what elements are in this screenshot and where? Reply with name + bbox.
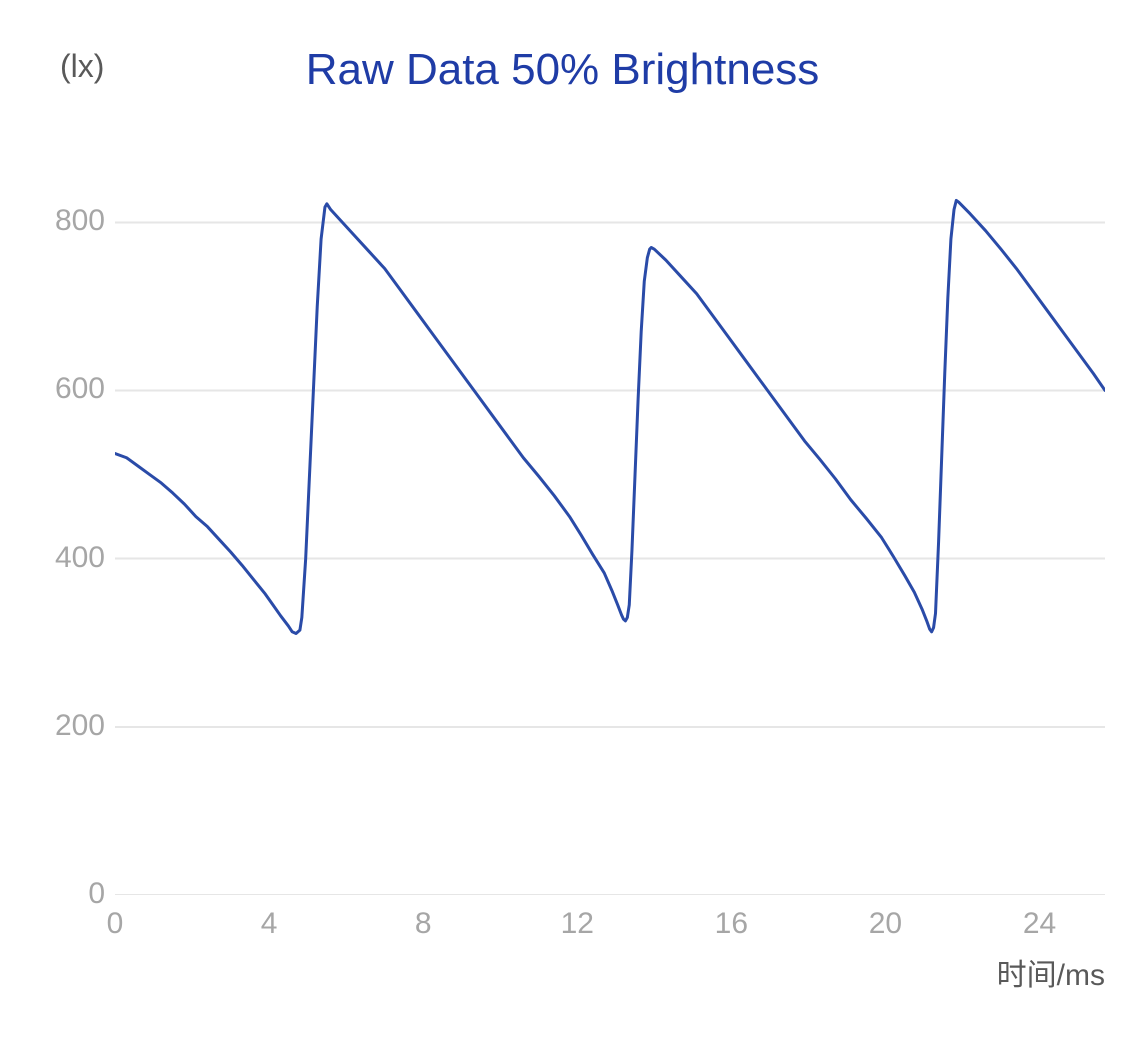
- x-axis-label: 时间/ms: [885, 950, 1105, 994]
- x-tick-label: 8: [415, 907, 432, 941]
- x-tick-label: 24: [1023, 907, 1056, 941]
- x-tick-label: 0: [107, 907, 124, 941]
- x-tick-label: 12: [561, 907, 594, 941]
- y-tick-label: 600: [25, 372, 105, 406]
- x-tick-label: 4: [261, 907, 278, 941]
- y-tick-label: 800: [25, 204, 105, 238]
- data-series-line: [115, 200, 1105, 633]
- x-tick-label: 20: [869, 907, 902, 941]
- y-tick-label: 0: [25, 877, 105, 911]
- y-tick-label: 400: [25, 541, 105, 575]
- chart-plot-area: [115, 155, 1105, 895]
- y-tick-label: 200: [25, 709, 105, 743]
- chart-container: (lx) Raw Data 50% Brightness 02004006008…: [0, 0, 1125, 1040]
- x-tick-label: 16: [715, 907, 748, 941]
- chart-title: Raw Data 50% Brightness: [0, 45, 1125, 95]
